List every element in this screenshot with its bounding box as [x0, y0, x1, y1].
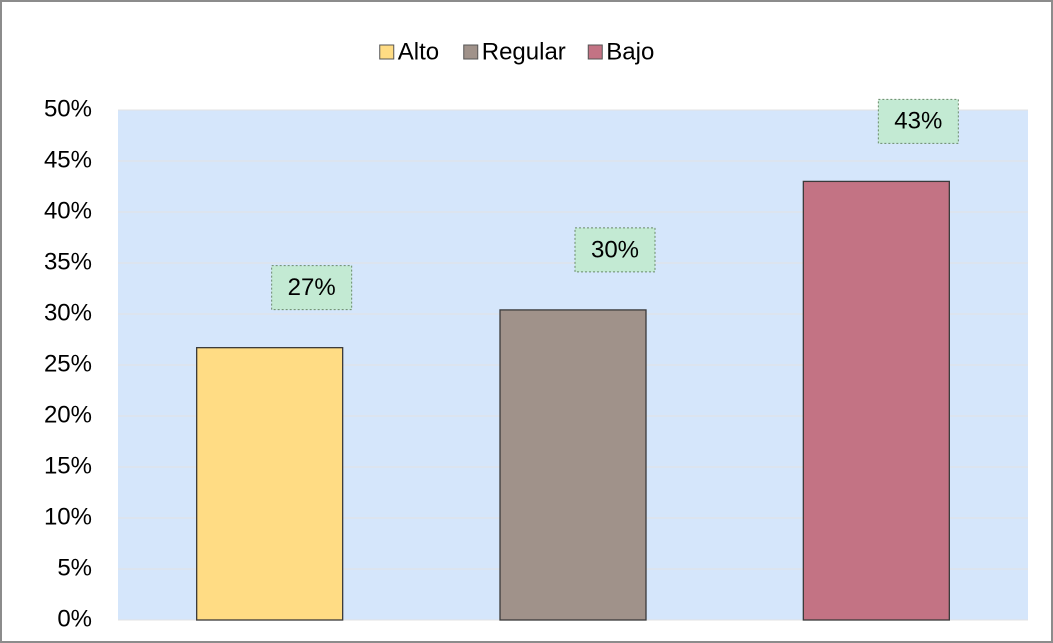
- y-tick-label: 35%: [44, 248, 92, 275]
- y-tick-label: 20%: [44, 401, 92, 428]
- data-label-box: [574, 227, 656, 273]
- legend-label: Alto: [398, 38, 439, 65]
- data-label-box: [877, 98, 959, 144]
- data-label: 27%: [288, 274, 336, 301]
- y-tick-label: 30%: [44, 299, 92, 326]
- y-tick-label: 25%: [44, 350, 92, 377]
- data-label: 30%: [591, 236, 639, 263]
- data-label-box: [271, 265, 353, 311]
- y-tick-label: 0%: [57, 605, 92, 632]
- y-tick-label: 50%: [44, 95, 92, 122]
- legend-swatch: [463, 44, 479, 60]
- legend-swatch: [379, 44, 395, 60]
- y-tick-label: 15%: [44, 452, 92, 479]
- bar: [499, 309, 647, 621]
- bar: [802, 180, 950, 621]
- y-tick-label: 40%: [44, 197, 92, 224]
- bar: [196, 347, 344, 621]
- legend-swatch: [587, 44, 603, 60]
- legend-label: Regular: [482, 38, 566, 65]
- y-tick-label: 5%: [57, 554, 92, 581]
- data-label: 43%: [894, 108, 942, 135]
- legend-label: Bajo: [606, 38, 654, 65]
- y-tick-label: 45%: [44, 146, 92, 173]
- y-tick-label: 10%: [44, 503, 92, 530]
